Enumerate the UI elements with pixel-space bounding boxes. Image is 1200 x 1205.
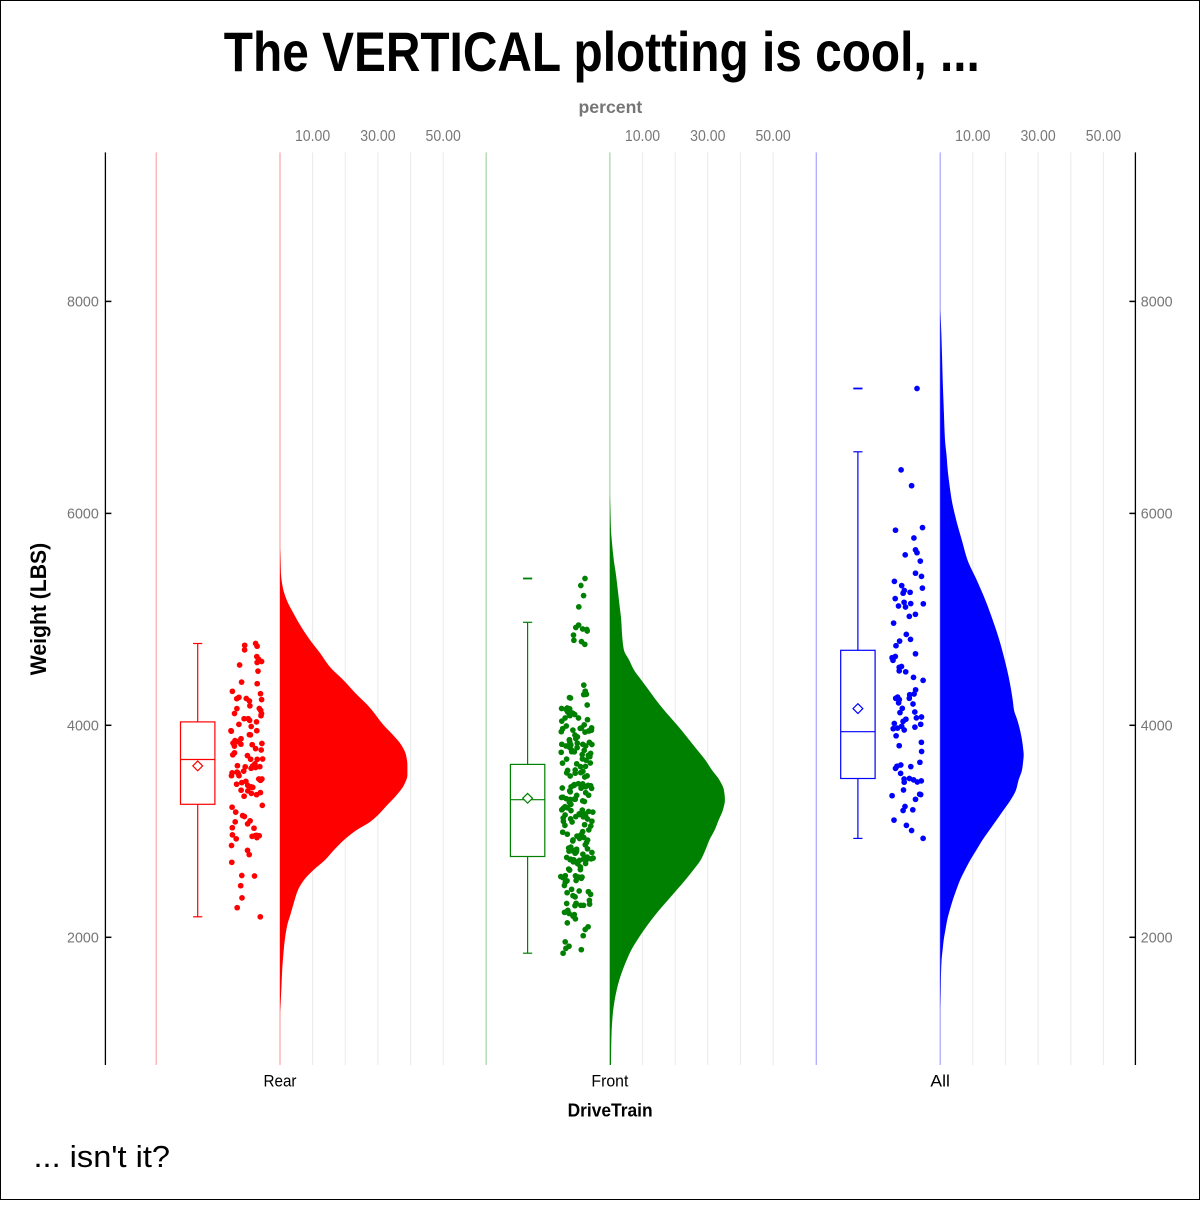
svg-text:50.00: 50.00 <box>426 128 462 145</box>
svg-text:30.00: 30.00 <box>1020 128 1056 145</box>
svg-text:2000: 2000 <box>67 930 99 947</box>
svg-text:2000: 2000 <box>1141 930 1173 947</box>
svg-text:50.00: 50.00 <box>755 128 791 145</box>
svg-text:30.00: 30.00 <box>690 128 726 145</box>
svg-text:8000: 8000 <box>67 294 99 311</box>
svg-text:30.00: 30.00 <box>360 128 396 145</box>
svg-text:percent: percent <box>579 97 643 117</box>
svg-text:10.00: 10.00 <box>295 128 331 145</box>
svg-text:Weight (LBS): Weight (LBS) <box>26 543 51 675</box>
svg-text:Rear: Rear <box>264 1073 297 1091</box>
svg-text:4000: 4000 <box>1141 718 1173 735</box>
svg-text:50.00: 50.00 <box>1086 128 1122 145</box>
svg-text:10.00: 10.00 <box>955 128 991 145</box>
svg-text:8000: 8000 <box>1141 294 1173 311</box>
svg-text:The VERTICAL plotting is cool,: The VERTICAL plotting is cool, ... <box>224 21 980 83</box>
svg-text:All: All <box>930 1073 950 1091</box>
svg-text:6000: 6000 <box>1141 506 1173 523</box>
svg-text:10.00: 10.00 <box>625 128 661 145</box>
svg-text:... isn't it?: ... isn't it? <box>34 1139 171 1174</box>
svg-text:Front: Front <box>591 1073 628 1091</box>
svg-text:4000: 4000 <box>67 718 99 735</box>
svg-text:DriveTrain: DriveTrain <box>568 1100 653 1121</box>
svg-text:6000: 6000 <box>67 506 99 523</box>
